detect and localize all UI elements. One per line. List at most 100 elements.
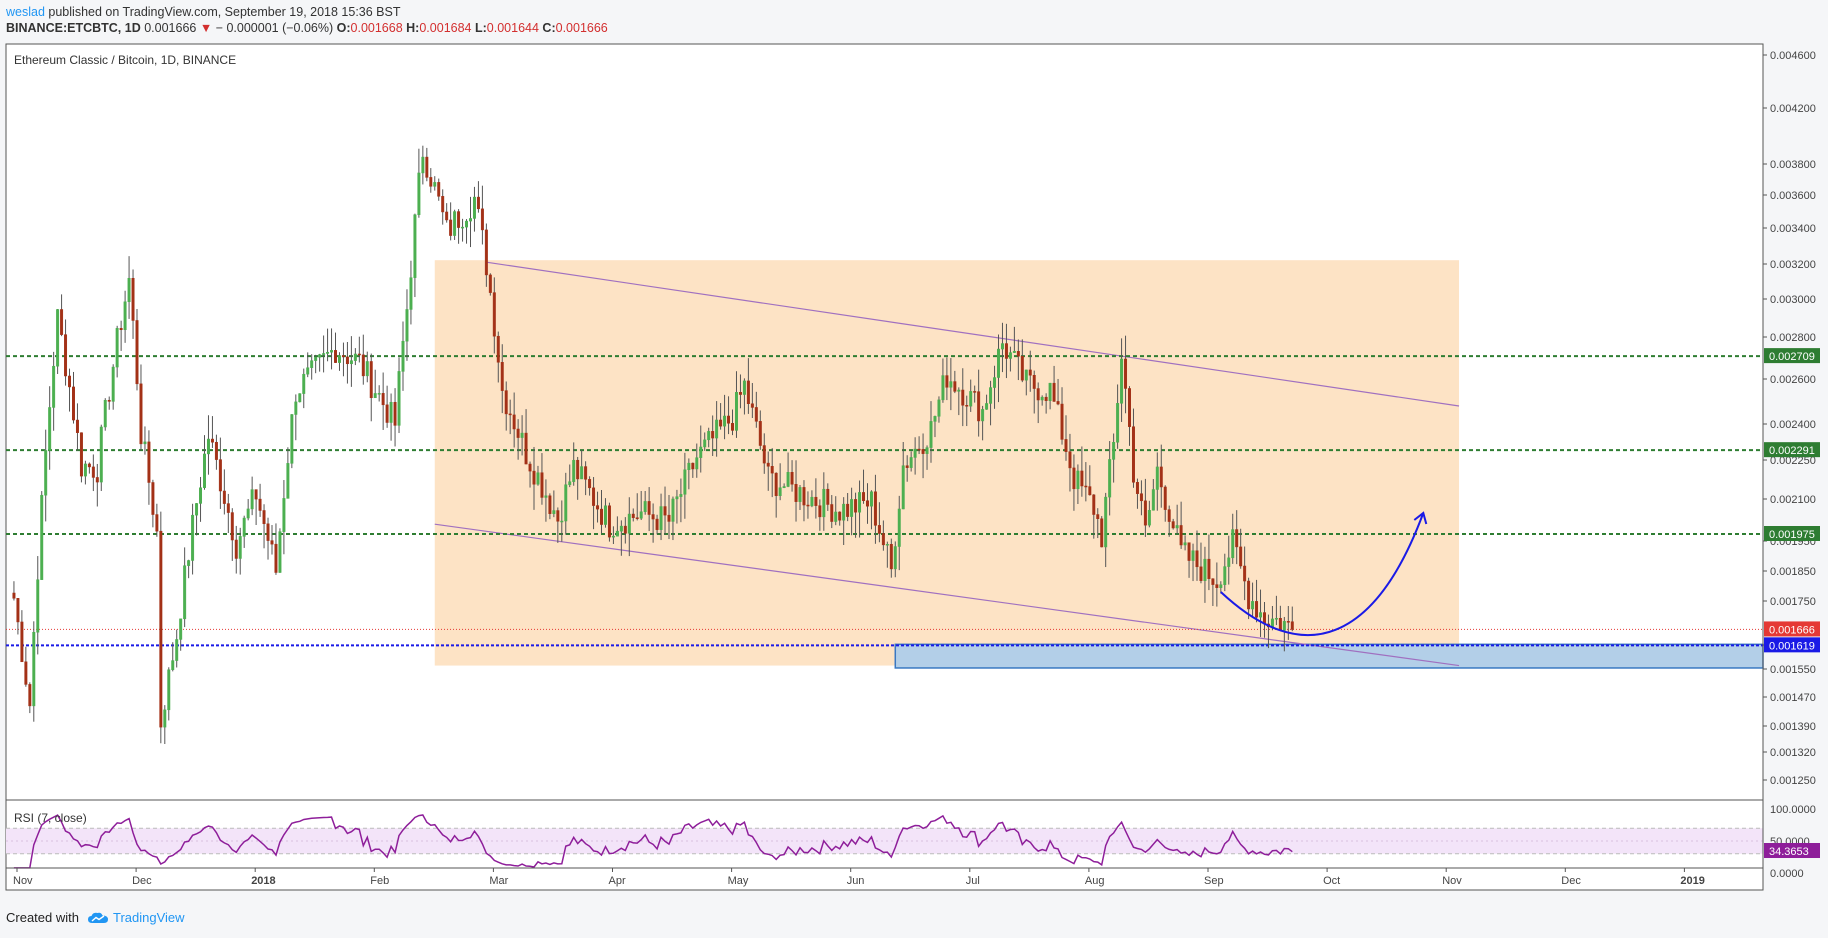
- candle-body: [417, 172, 421, 216]
- candle: [862, 469, 866, 504]
- candle: [238, 527, 242, 575]
- author-link[interactable]: weslad: [6, 5, 45, 19]
- candle: [611, 526, 615, 545]
- candle-body: [238, 536, 242, 559]
- candle: [210, 416, 214, 448]
- candle-body: [147, 441, 151, 483]
- candle-body: [532, 470, 536, 485]
- candle-body: [187, 560, 191, 566]
- candle-body: [723, 415, 727, 427]
- candle-body: [687, 462, 691, 470]
- candle-body: [766, 462, 770, 467]
- close-label: C:: [542, 21, 556, 35]
- price-tick-label: 0.002800: [1770, 332, 1816, 344]
- candle-body: [568, 481, 572, 485]
- candle-body: [1028, 369, 1032, 376]
- candle: [592, 477, 596, 530]
- candle-body: [961, 389, 965, 406]
- candle: [1135, 478, 1139, 509]
- candle-body: [214, 441, 218, 460]
- candle: [750, 382, 754, 419]
- time-tick-label: May: [728, 875, 749, 887]
- open-value: 0.001668: [350, 21, 403, 35]
- candle-body: [75, 419, 79, 433]
- candle-body: [1068, 451, 1072, 469]
- candle: [877, 502, 881, 543]
- candle-body: [699, 446, 703, 458]
- candle-body: [1167, 509, 1171, 522]
- tradingview-brand-link[interactable]: TradingView: [87, 910, 185, 925]
- candle-body: [877, 525, 881, 534]
- close-value: 0.001666: [555, 21, 608, 35]
- candle-body: [413, 214, 417, 278]
- rsi-tick-label: 100.0000: [1770, 804, 1816, 816]
- candle-body: [881, 533, 885, 546]
- candle-body: [1076, 470, 1080, 490]
- candle: [1207, 534, 1211, 591]
- candle: [746, 358, 750, 414]
- candle-body: [643, 501, 647, 512]
- candle: [369, 353, 373, 422]
- candle-body: [893, 546, 897, 570]
- price-tick-label: 0.001320: [1770, 747, 1816, 759]
- candle-body: [1270, 618, 1274, 628]
- candle: [1024, 369, 1028, 396]
- candle-body: [977, 391, 981, 422]
- candle: [103, 398, 107, 431]
- candle: [1251, 582, 1255, 617]
- candle: [286, 447, 290, 499]
- price-tick-label: 0.004200: [1770, 103, 1816, 115]
- candle: [409, 260, 413, 325]
- candle: [64, 319, 68, 386]
- candle: [814, 478, 818, 519]
- candle-body: [603, 505, 607, 525]
- candle: [139, 364, 143, 451]
- candle-body: [925, 447, 929, 454]
- candle-body: [631, 513, 635, 518]
- chart-title: Ethereum Classic / Bitcoin, 1D, BINANCE: [14, 53, 236, 67]
- candle-body: [1243, 565, 1247, 582]
- candle: [349, 336, 353, 387]
- candle-body: [862, 492, 866, 501]
- candle-body: [508, 413, 512, 416]
- candle-body: [322, 353, 326, 355]
- candle-body: [32, 631, 36, 707]
- candle-body: [524, 432, 528, 465]
- candle: [417, 148, 421, 218]
- candle: [1247, 577, 1251, 620]
- candle-body: [671, 498, 675, 522]
- candle-body: [1187, 542, 1191, 561]
- candle-body: [826, 488, 830, 505]
- price-tick-label: 0.002250: [1770, 455, 1816, 467]
- candle: [607, 502, 611, 542]
- candle-body: [64, 334, 68, 377]
- candle: [1215, 562, 1219, 607]
- rsi-pane[interactable]: [6, 799, 1763, 869]
- candle: [961, 368, 965, 427]
- candle: [1088, 465, 1092, 496]
- candle-body: [310, 360, 314, 368]
- candle: [191, 503, 195, 575]
- candle-body: [937, 399, 941, 417]
- candle: [532, 446, 536, 510]
- candle-body: [1052, 382, 1056, 402]
- candle-body: [802, 487, 806, 506]
- candle: [441, 189, 445, 225]
- candle: [306, 352, 310, 378]
- candle: [91, 454, 95, 492]
- candle-body: [1124, 358, 1128, 389]
- candle: [1080, 446, 1084, 497]
- candle-body: [151, 482, 155, 515]
- main-pane[interactable]: [6, 145, 1764, 745]
- candle-body: [1112, 442, 1116, 460]
- candle-body: [119, 328, 123, 331]
- candle-body: [393, 401, 397, 426]
- price-label-green: [1764, 348, 1820, 364]
- time-tick-label: Aug: [1085, 875, 1105, 887]
- projection-curve: [1220, 512, 1425, 637]
- candle: [52, 351, 56, 431]
- candle: [643, 490, 647, 515]
- candle: [361, 334, 365, 385]
- candle-body: [909, 457, 913, 468]
